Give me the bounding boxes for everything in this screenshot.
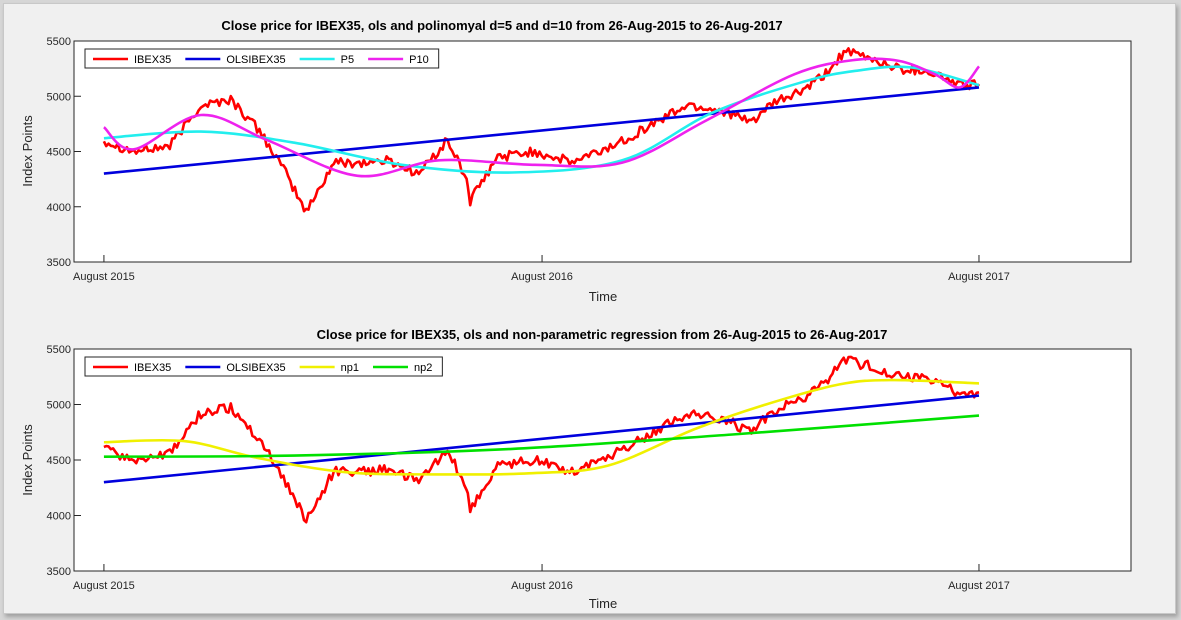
bottom-y-axis-label: Index Points bbox=[20, 424, 35, 496]
bottom-x-axis-label: Time bbox=[589, 596, 617, 611]
series-line-ibex35 bbox=[102, 47, 981, 213]
y-tick-label: 4500 bbox=[47, 147, 71, 159]
bottom-chart-title: Close price for IBEX35, ols and non-para… bbox=[317, 327, 888, 342]
top-chart-title: Close price for IBEX35, ols and polinomy… bbox=[221, 18, 782, 33]
y-tick-label: 5000 bbox=[47, 400, 71, 412]
y-tick-label: 5000 bbox=[47, 91, 71, 103]
bottom-plot-area bbox=[73, 348, 1132, 572]
y-tick-label: 5500 bbox=[47, 344, 71, 356]
legend-label-p10: P10 bbox=[409, 54, 429, 66]
x-tick-label: August 2015 bbox=[73, 580, 135, 592]
legend-label-olsibex35: OLSIBEX35 bbox=[226, 362, 285, 374]
series-line-ibex35 bbox=[103, 355, 980, 524]
y-tick-label: 3500 bbox=[47, 566, 71, 578]
series-line-p10 bbox=[103, 57, 981, 178]
x-tick-label: August 2016 bbox=[511, 580, 573, 592]
legend-box bbox=[84, 48, 440, 69]
x-tick-label: August 2015 bbox=[73, 271, 135, 283]
y-tick-label: 4000 bbox=[47, 511, 71, 523]
figure-canvas: Close price for IBEX35, ols and polinomy… bbox=[20, 18, 1132, 611]
bottom-legend: IBEX35 OLSIBEX35 np1 np2 bbox=[84, 356, 443, 377]
figure-window: Close price for IBEX35, ols and polinomy… bbox=[3, 3, 1176, 614]
legend-box bbox=[84, 356, 443, 377]
y-tick-label: 5500 bbox=[47, 36, 71, 48]
top-x-axis-label: Time bbox=[589, 289, 617, 304]
x-tick-label: August 2016 bbox=[511, 271, 573, 283]
y-tick-label: 3500 bbox=[47, 257, 71, 269]
top-legend: IBEX35 OLSIBEX35 P5 P10 bbox=[84, 48, 440, 69]
series-line-olsibex35 bbox=[103, 394, 980, 484]
legend-label-p5: P5 bbox=[341, 54, 354, 66]
legend-label-ibex35: IBEX35 bbox=[134, 54, 171, 66]
legend-label-ibex35: IBEX35 bbox=[134, 362, 171, 374]
x-tick-label: August 2017 bbox=[948, 580, 1010, 592]
y-tick-label: 4500 bbox=[47, 455, 71, 467]
legend-label-np1: np1 bbox=[341, 362, 359, 374]
legend-label-olsibex35: OLSIBEX35 bbox=[226, 54, 285, 66]
series-line-olsibex35 bbox=[103, 86, 980, 175]
y-tick-label: 4000 bbox=[47, 202, 71, 214]
bottom-axes: Close price for IBEX35, ols and non-para… bbox=[20, 327, 1132, 611]
x-tick-label: August 2017 bbox=[948, 271, 1010, 283]
legend-label-np2: np2 bbox=[414, 362, 432, 374]
top-axes: Close price for IBEX35, ols and polinomy… bbox=[20, 18, 1132, 304]
series-line-np1 bbox=[103, 378, 980, 476]
series-line-np2 bbox=[103, 414, 980, 458]
top-y-axis-label: Index Points bbox=[20, 115, 35, 187]
